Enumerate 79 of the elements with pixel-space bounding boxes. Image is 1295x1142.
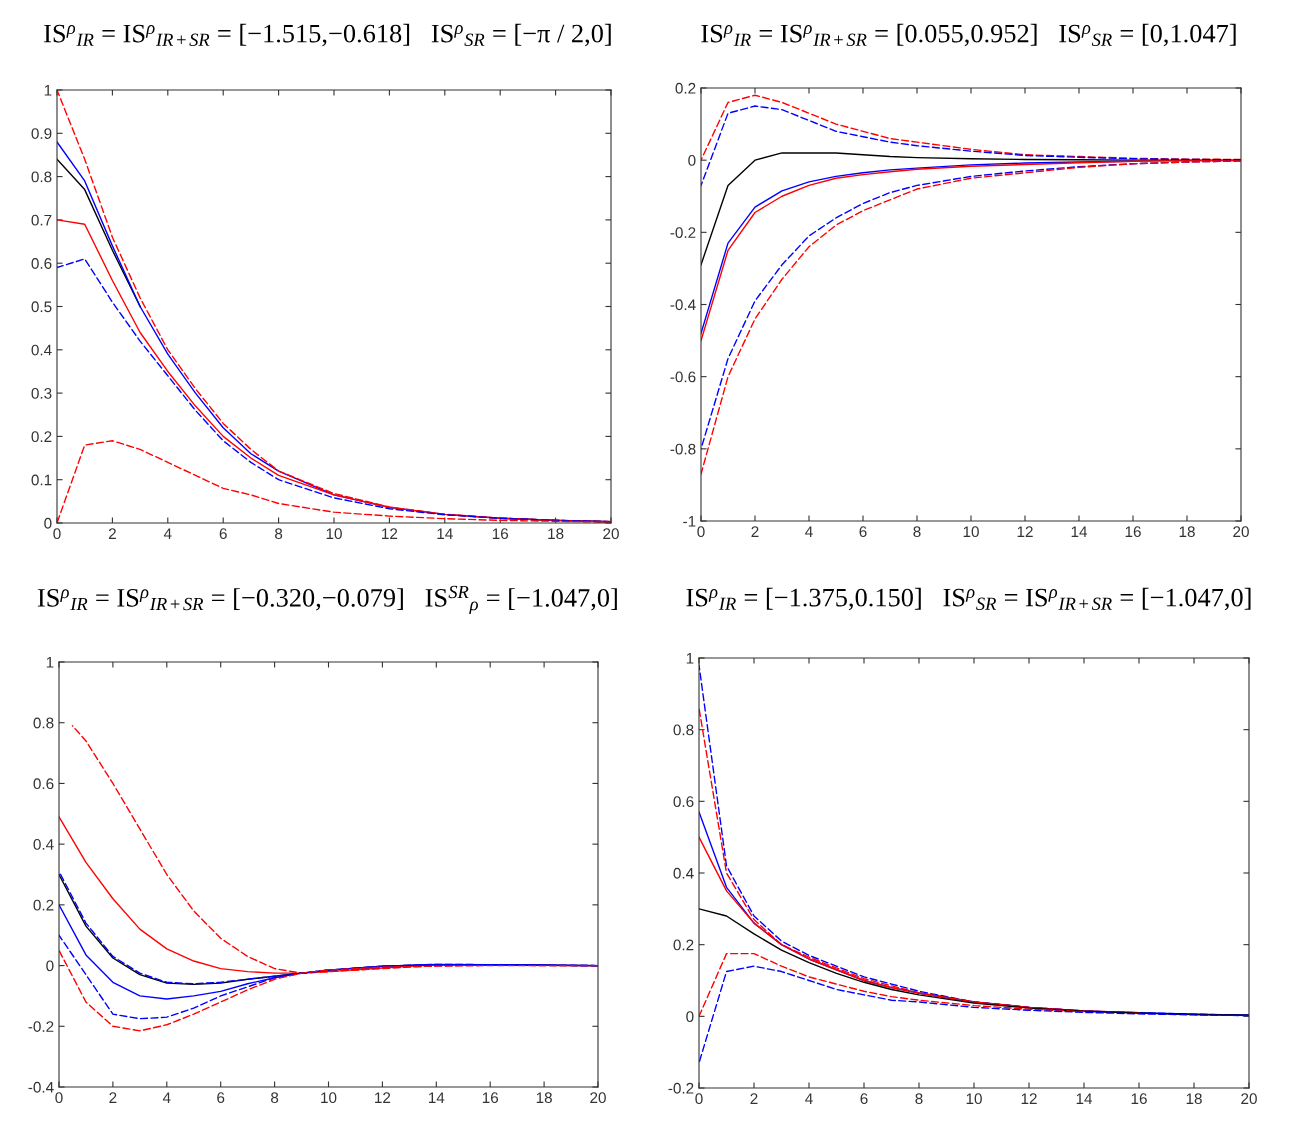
chart-title: IS$^{ρ}$$_{IR}$ = IS$^{ρ}$$_{IR+SR}$ = [−1.515,−0.618] IS$^{ρ}$$_{SR}$ = [−π / 2,0] (44, 23, 611, 47)
x-tick-label: 6 (860, 1093, 868, 1105)
chart-title: IS$^{ρ}$$_{IR}$ = IS$^{ρ}$$_{IR+SR}$ = [0.055,0.952] IS$^{ρ}$$_{SR}$ = [0,1.047] (701, 23, 1236, 47)
x-tick-label: 8 (913, 526, 921, 538)
x-tick-label: 20 (1233, 526, 1249, 538)
x-tick-label: 8 (271, 1092, 279, 1104)
x-tick-label: 6 (219, 528, 227, 540)
x-tick-label: 8 (915, 1093, 923, 1105)
x-tick-label: 10 (966, 1093, 982, 1105)
x-tick-label: 6 (217, 1092, 225, 1104)
x-tick-label: 18 (1179, 526, 1195, 538)
y-tick-label: 0.5 (31, 301, 52, 313)
x-tick-label: 2 (108, 528, 116, 539)
x-tick-label: 14 (428, 1092, 445, 1103)
x-tick-label: 2 (750, 1093, 758, 1104)
y-tick-label: 0.6 (33, 778, 54, 790)
x-tick-label: 16 (482, 1092, 499, 1104)
x-tick-label: 16 (1125, 526, 1141, 538)
y-tick-label: 0.2 (675, 82, 696, 94)
x-tick-label: 2 (751, 526, 759, 537)
x-tick-label: 4 (163, 528, 172, 539)
x-tick-label: 16 (492, 528, 509, 540)
x-tick-label: 18 (1186, 1093, 1202, 1105)
y-tick-label: 0.1 (31, 474, 52, 486)
x-tick-label: 20 (590, 1092, 606, 1104)
y-tick-label: 0.8 (31, 171, 52, 183)
y-tick-label: 0.2 (31, 431, 52, 443)
x-tick-label: 14 (1076, 1093, 1093, 1104)
y-tick-label: 0 (46, 960, 54, 972)
y-tick-label: 1 (44, 85, 52, 96)
x-tick-label: 4 (805, 526, 813, 537)
y-tick-label: -0.4 (28, 1081, 54, 1093)
y-tick-label: 0 (44, 517, 52, 529)
x-tick-label: 18 (548, 528, 564, 540)
x-tick-label: 20 (1241, 1093, 1257, 1105)
y-tick-label: 0.7 (31, 214, 52, 226)
y-tick-label: -0.2 (28, 1021, 54, 1032)
x-tick-label: 14 (1071, 526, 1088, 537)
x-tick-label: 12 (1017, 526, 1033, 537)
x-tick-label: 10 (326, 528, 342, 540)
x-tick-label: 10 (963, 526, 979, 538)
chart-title: IS$^{ρ}$$_{IR}$ = IS$^{ρ}$$_{IR+SR}$ = [−0.320,−0.079] IS$^{SR}$$_{ρ}$ = [−1.047,0] (37, 585, 617, 615)
y-tick-label: 0.3 (31, 387, 52, 399)
x-tick-label: 10 (321, 1092, 337, 1104)
x-tick-label: 0 (55, 1092, 63, 1104)
x-tick-label: 20 (603, 528, 619, 540)
x-tick-label: 4 (805, 1093, 813, 1104)
chart-title: IS$^{ρ}$$_{IR}$ = [−1.375,0.150] IS$^{ρ}$$_{SR}$ = IS$^{ρ}$$_{IR+SR}$ = [−1.047,0] (686, 587, 1251, 611)
y-tick-label: 0.4 (33, 839, 54, 850)
y-tick-label: 0.9 (31, 128, 52, 139)
y-tick-label: -0.4 (670, 299, 696, 311)
y-tick-label: 0.8 (673, 724, 694, 736)
y-tick-label: 1 (686, 653, 694, 664)
y-tick-label: 0.6 (31, 258, 52, 269)
y-tick-label: 0.4 (673, 867, 694, 879)
x-tick-label: 12 (375, 1092, 391, 1103)
y-tick-label: 1 (46, 657, 54, 668)
x-tick-label: 16 (1131, 1093, 1147, 1105)
x-tick-label: 12 (382, 528, 398, 539)
x-tick-label: 12 (1021, 1093, 1037, 1104)
y-tick-label: -0.8 (670, 443, 696, 455)
x-tick-label: 14 (437, 528, 453, 539)
x-tick-label: 8 (275, 528, 283, 540)
y-tick-label: 0 (686, 1011, 694, 1023)
y-tick-label: 0 (688, 155, 696, 166)
y-tick-label: -0.2 (668, 1082, 694, 1094)
y-tick-label: 0.6 (673, 796, 694, 808)
y-tick-label: 0.8 (33, 717, 54, 729)
y-tick-label: -0.2 (670, 227, 696, 239)
y-tick-label: 0.2 (673, 939, 694, 951)
y-tick-label: 0.2 (33, 899, 54, 911)
x-tick-label: 18 (536, 1092, 552, 1104)
x-tick-label: 6 (859, 526, 867, 538)
y-tick-label: -0.6 (670, 371, 696, 383)
y-tick-label: -1 (683, 516, 696, 527)
x-tick-label: 4 (162, 1092, 171, 1103)
y-tick-label: 0.4 (31, 344, 52, 356)
x-tick-label: 0 (697, 526, 705, 538)
x-tick-label: 2 (109, 1092, 117, 1103)
